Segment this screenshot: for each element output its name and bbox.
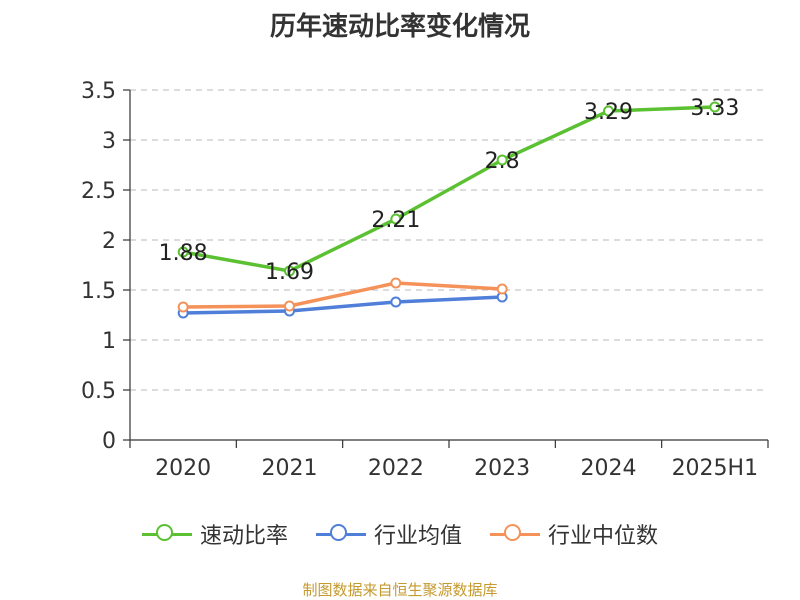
data-point [284,300,295,312]
legend-label: 行业中位数 [548,524,659,549]
y-tick-label: 2 [102,229,116,254]
data-label: 2.8 [485,149,520,174]
y-tick-label: 3 [102,129,116,154]
legend: 速动比率 行业均值 行业中位数 [0,518,800,550]
x-tick-label: 2020 [155,456,211,481]
y-tick-label: 1.5 [81,279,116,304]
data-point [390,296,402,308]
data-label: 3.33 [690,96,739,121]
y-tick-label: 2.5 [81,179,116,204]
legend-label: 速动比率 [199,524,288,549]
legend-label: 行业均值 [373,524,462,549]
series-line [182,105,715,273]
data-source-note: 制图数据来自恒生聚源数据库 [302,581,498,599]
data-point [709,101,721,113]
data-label: 3.29 [584,100,633,125]
data-point [177,246,189,258]
data-point [284,265,295,277]
y-tick-label: 1 [102,329,116,354]
data-point [390,213,402,225]
axes: 0 0.5 1 1.5 2 2.5 3 3.5 2020 2021 2022 2023 2024 2025… [81,79,769,481]
x-tick-label: 2024 [581,456,637,481]
x-tick-label: 2023 [474,456,530,481]
x-tick-label: 2021 [262,456,318,481]
legend-marker [490,522,540,546]
data-labels: 1.88 1.69 2.21 2.8 3.29 3.33 [159,96,740,285]
x-tick-label: 2022 [368,456,424,481]
data-point [496,283,508,295]
legend-marker [141,522,192,546]
data-label: 2.21 [371,208,420,233]
data-point [496,154,508,166]
data-label: 1.69 [265,260,314,285]
y-tick-label: 3.5 [81,79,116,104]
legend-item-industry-median[interactable]: 行业中位数 [490,518,658,550]
data-label: 1.88 [159,241,208,266]
series-line [183,281,503,309]
series-group [177,101,721,319]
y-tick-label: 0.5 [81,379,116,404]
chart-title: 历年速动比率变化情况 [269,12,530,42]
legend-item-industry-mean[interactable]: 行业均值 [315,518,462,550]
legend-item-quick-ratio[interactable]: 速动比率 [141,518,288,550]
legend-marker [315,522,366,546]
data-point [177,301,189,313]
data-point [603,105,614,117]
y-tick-label: 0 [102,429,116,454]
series-line [183,295,503,315]
grid-lines [130,89,768,391]
data-point [390,277,402,289]
x-tick-label: 2025H1 [672,456,759,481]
